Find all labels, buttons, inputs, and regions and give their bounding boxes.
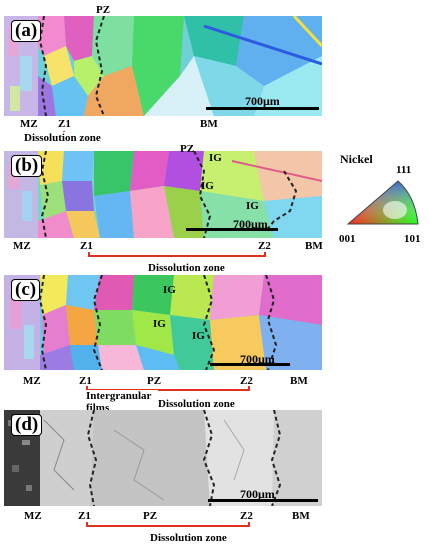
panel-c-dissolution-label: Dissolution zone	[158, 398, 235, 410]
panel-b-scale-bar	[186, 228, 278, 231]
panel-a-label: (a)	[11, 20, 42, 42]
panel-b-ig-label-3: IG	[246, 200, 259, 212]
panel-d-label: (d)	[11, 414, 43, 436]
panel-d-z2-label: Z2	[240, 510, 253, 522]
legend-title: Nickel	[340, 152, 373, 166]
panel-b-label: (b)	[11, 155, 43, 177]
panel-c-label: (c)	[11, 279, 41, 301]
panel-d-dissolution-bracket	[86, 525, 250, 527]
panel-c-dissolution-bracket	[86, 389, 250, 391]
panel-a-scale-bar	[206, 107, 319, 110]
panel-d-pz-label: PZ	[143, 510, 158, 522]
panel-a-z1-label: Z1	[58, 118, 71, 130]
panel-a-bm-label: BM	[200, 118, 218, 130]
panel-c-z1-label: Z1	[79, 375, 92, 387]
panel-c-ebsd-map: (c)	[4, 275, 322, 370]
legend-111-label: 111	[396, 164, 412, 176]
panel-a-dissolution-label: Dissolution zone	[24, 132, 101, 144]
panel-d-z1-label: Z1	[78, 510, 91, 522]
panel-b-dissolution-bracket	[88, 255, 266, 257]
panel-a-scale-text: 700μm	[245, 94, 280, 108]
panel-b-z1-label: Z1	[80, 240, 93, 252]
panel-b-bracket-left	[88, 252, 90, 257]
panel-c-grain-image	[4, 275, 322, 370]
panel-d-scale-bar	[208, 499, 318, 502]
panel-d-mz-label: MZ	[24, 510, 42, 522]
panel-d-bracket-right	[248, 522, 250, 527]
panel-a-mz-label: MZ	[20, 118, 38, 130]
panel-d-dissolution-label: Dissolution zone	[150, 532, 227, 544]
panel-c-bm-label: BM	[290, 375, 308, 387]
panel-b-ig-label-2: IG	[201, 180, 214, 192]
panel-c-ig-label-1: IG	[163, 284, 176, 296]
ipf-color-key	[346, 180, 419, 225]
legend-101-label: 101	[404, 233, 421, 245]
panel-b-pz-label: PZ	[180, 143, 195, 155]
panel-c-bracket-right	[248, 386, 250, 391]
panel-a-ebsd-map: (a)	[4, 16, 322, 116]
panel-b-grain-image	[4, 151, 322, 238]
panel-d-bm-label: BM	[292, 510, 310, 522]
panel-a-pz-label: PZ	[96, 4, 111, 16]
panel-b-z2-label: Z2	[258, 240, 271, 252]
panel-c-ig-label-2: IG	[153, 318, 166, 330]
panel-b-ig-label-1: IG	[209, 152, 222, 164]
panel-d-grain-image	[4, 410, 322, 506]
panel-d-micrograph: (d)	[4, 410, 322, 506]
panel-d-scale-text: 700μm	[240, 487, 275, 501]
panel-c-scale-text: 700μm	[240, 352, 275, 366]
panel-c-pz-label: PZ	[147, 375, 162, 387]
panel-c-bracket-left	[86, 386, 88, 391]
legend-001-label: 001	[339, 233, 356, 245]
panel-c-ig-label-3: IG	[192, 330, 205, 342]
panel-c-mz-label: MZ	[23, 375, 41, 387]
panel-d-bracket-left	[86, 522, 88, 527]
panel-c-scale-bar	[210, 363, 290, 366]
panel-b-bm-label: BM	[305, 240, 323, 252]
panel-b-ebsd-map: (b)	[4, 151, 322, 238]
panel-c-z2-label: Z2	[240, 375, 253, 387]
panel-b-bracket-right	[264, 252, 266, 257]
panel-b-dissolution-label: Dissolution zone	[148, 262, 225, 274]
panel-b-mz-label: MZ	[13, 240, 31, 252]
panel-b-scale-text: 700μm	[233, 217, 268, 231]
